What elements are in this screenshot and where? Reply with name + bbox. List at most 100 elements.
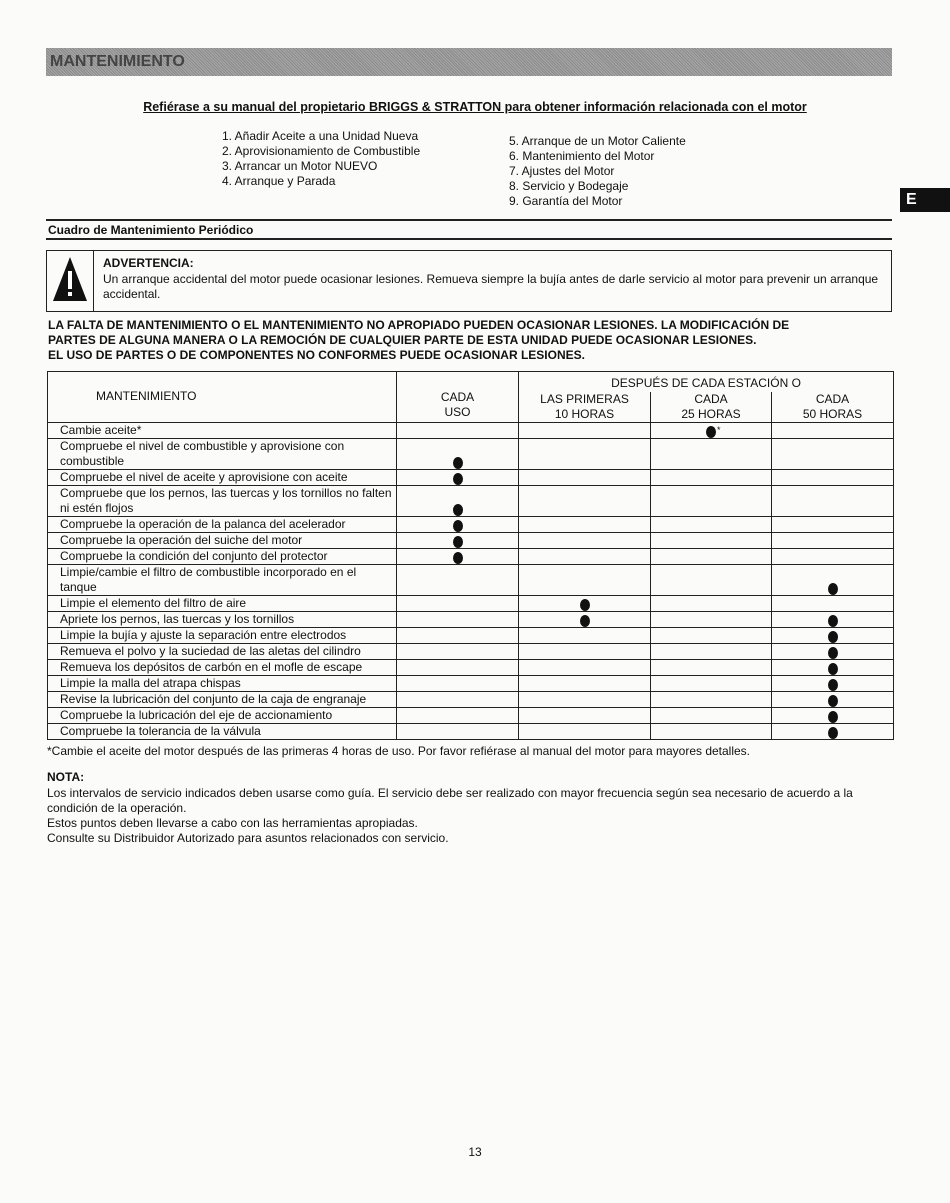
interval-cell (396, 532, 519, 549)
divider (46, 238, 892, 240)
interval-cell (518, 707, 651, 724)
interval-cell (518, 611, 651, 628)
language-tab: E (900, 188, 950, 212)
caution-text: LA FALTA DE MANTENIMIENTO O EL MANTENIMI… (48, 318, 908, 363)
table-row: Cambie aceite* * (47, 422, 894, 439)
caution-line: PARTES DE ALGUNA MANERA O LA REMOCIÓN DE… (48, 333, 757, 347)
warning-box: ADVERTENCIA: Un arranque accidental del … (46, 250, 892, 312)
mark-dot-icon (452, 457, 463, 469)
mark-dot-icon (827, 727, 838, 739)
table-row: Remueva los depósitos de carbón en el mo… (47, 659, 894, 676)
interval-cell (650, 659, 772, 676)
mark-dot-icon (827, 663, 838, 675)
interval-cell (518, 691, 651, 708)
task-cell: Apriete los pernos, las tuercas y los to… (47, 611, 397, 628)
header-first-10h: LAS PRIMERAS 10 HORAS (518, 392, 651, 423)
mark-dot-icon (706, 426, 716, 438)
section-banner: MANTENIMIENTO (46, 48, 892, 76)
interval-cell (650, 627, 772, 644)
maintenance-table: MANTENIMIENTO CADA USO DESPUÉS DE CADA E… (47, 371, 894, 740)
table-row: Compruebe la tolerancia de la válvula (47, 723, 894, 740)
toc-item: 4. Arranque y Parada (222, 174, 336, 188)
interval-cell (650, 611, 772, 628)
section-title: Cuadro de Mantenimiento Periódico (48, 223, 254, 237)
interval-cell (396, 438, 519, 470)
interval-cell (771, 422, 894, 439)
table-row: Limpie la bujía y ajuste la separación e… (47, 627, 894, 644)
mark-dot-icon (452, 504, 463, 516)
task-cell: Revise la lubricación del conjunto de la… (47, 691, 397, 708)
interval-cell (396, 564, 519, 596)
note-line: Estos puntos deben llevarse a cabo con l… (47, 816, 418, 830)
interval-cell (518, 422, 651, 439)
reference-note: Refiérase a su manual del propietario BR… (143, 100, 807, 114)
mark-dot-icon (827, 583, 838, 595)
table-row: Limpie/cambie el filtro de combustible i… (47, 564, 894, 596)
table-row: Apriete los pernos, las tuercas y los to… (47, 611, 894, 628)
interval-cell (396, 643, 519, 660)
table-row: Compruebe la condición del conjunto del … (47, 548, 894, 565)
interval-cell (518, 643, 651, 660)
mark-dot-icon (579, 615, 590, 627)
toc-item: 3. Arrancar un Motor NUEVO (222, 159, 378, 173)
table-row: Limpie el elemento del filtro de aire (47, 595, 894, 612)
mark-dot-icon (827, 615, 838, 627)
interval-cell (396, 707, 519, 724)
interval-cell (396, 548, 519, 565)
interval-cell (771, 469, 894, 486)
toc-item: 2. Aprovisionamiento de Combustible (222, 144, 421, 158)
header-group: DESPUÉS DE CADA ESTACIÓN O (518, 371, 894, 392)
mark-dot-icon (827, 647, 838, 659)
interval-cell (771, 611, 894, 628)
interval-cell (396, 691, 519, 708)
caution-line: LA FALTA DE MANTENIMIENTO O EL MANTENIMI… (48, 318, 790, 332)
table-row: Compruebe el nivel de combustible y apro… (47, 438, 894, 470)
interval-cell (650, 516, 772, 533)
interval-cell (650, 532, 772, 549)
interval-cell (396, 516, 519, 533)
table-row: Revise la lubricación del conjunto de la… (47, 691, 894, 708)
interval-cell (771, 532, 894, 549)
table-section: MANTENIMIENTO CADA USO DESPUÉS DE CADA E… (47, 371, 897, 846)
table-row: Compruebe que los pernos, las tuercas y … (47, 485, 894, 517)
mark-dot-icon (579, 599, 590, 611)
mark-dot-icon (827, 695, 838, 707)
interval-cell (396, 611, 519, 628)
toc-item: 5. Arranque de un Motor Caliente (509, 134, 686, 148)
interval-cell (518, 532, 651, 549)
interval-cell (396, 485, 519, 517)
interval-cell (650, 643, 772, 660)
interval-cell (396, 627, 519, 644)
mark-dot-icon (827, 711, 838, 723)
table-row: Compruebe la lubricación del eje de acci… (47, 707, 894, 724)
interval-cell (518, 595, 651, 612)
interval-cell (396, 675, 519, 692)
task-cell: Limpie la malla del atrapa chispas (47, 675, 397, 692)
mark-dot-icon (452, 536, 463, 548)
interval-cell (771, 707, 894, 724)
interval-cell (650, 707, 772, 724)
interval-cell (650, 675, 772, 692)
toc-left: 1. Añadir Aceite a una Unidad Nueva 2. A… (222, 129, 420, 189)
table-row: Compruebe la operación de la palanca del… (47, 516, 894, 533)
task-cell: Compruebe la operación de la palanca del… (47, 516, 397, 533)
interval-cell (396, 422, 519, 439)
interval-cell (518, 627, 651, 644)
interval-cell (650, 469, 772, 486)
interval-cell (771, 643, 894, 660)
divider (46, 219, 892, 221)
task-cell: Cambie aceite* (47, 422, 397, 439)
task-cell: Remueva los depósitos de carbón en el mo… (47, 659, 397, 676)
note-line: Consulte su Distribuidor Autorizado para… (47, 831, 449, 845)
interval-cell (650, 595, 772, 612)
header-each-use: CADA USO (396, 371, 519, 423)
interval-cell (771, 675, 894, 692)
interval-cell (518, 516, 651, 533)
interval-cell (518, 675, 651, 692)
task-cell: Compruebe la tolerancia de la válvula (47, 723, 397, 740)
interval-cell (650, 548, 772, 565)
interval-cell (771, 723, 894, 740)
interval-cell (518, 548, 651, 565)
language-tab-label: E (906, 191, 917, 208)
